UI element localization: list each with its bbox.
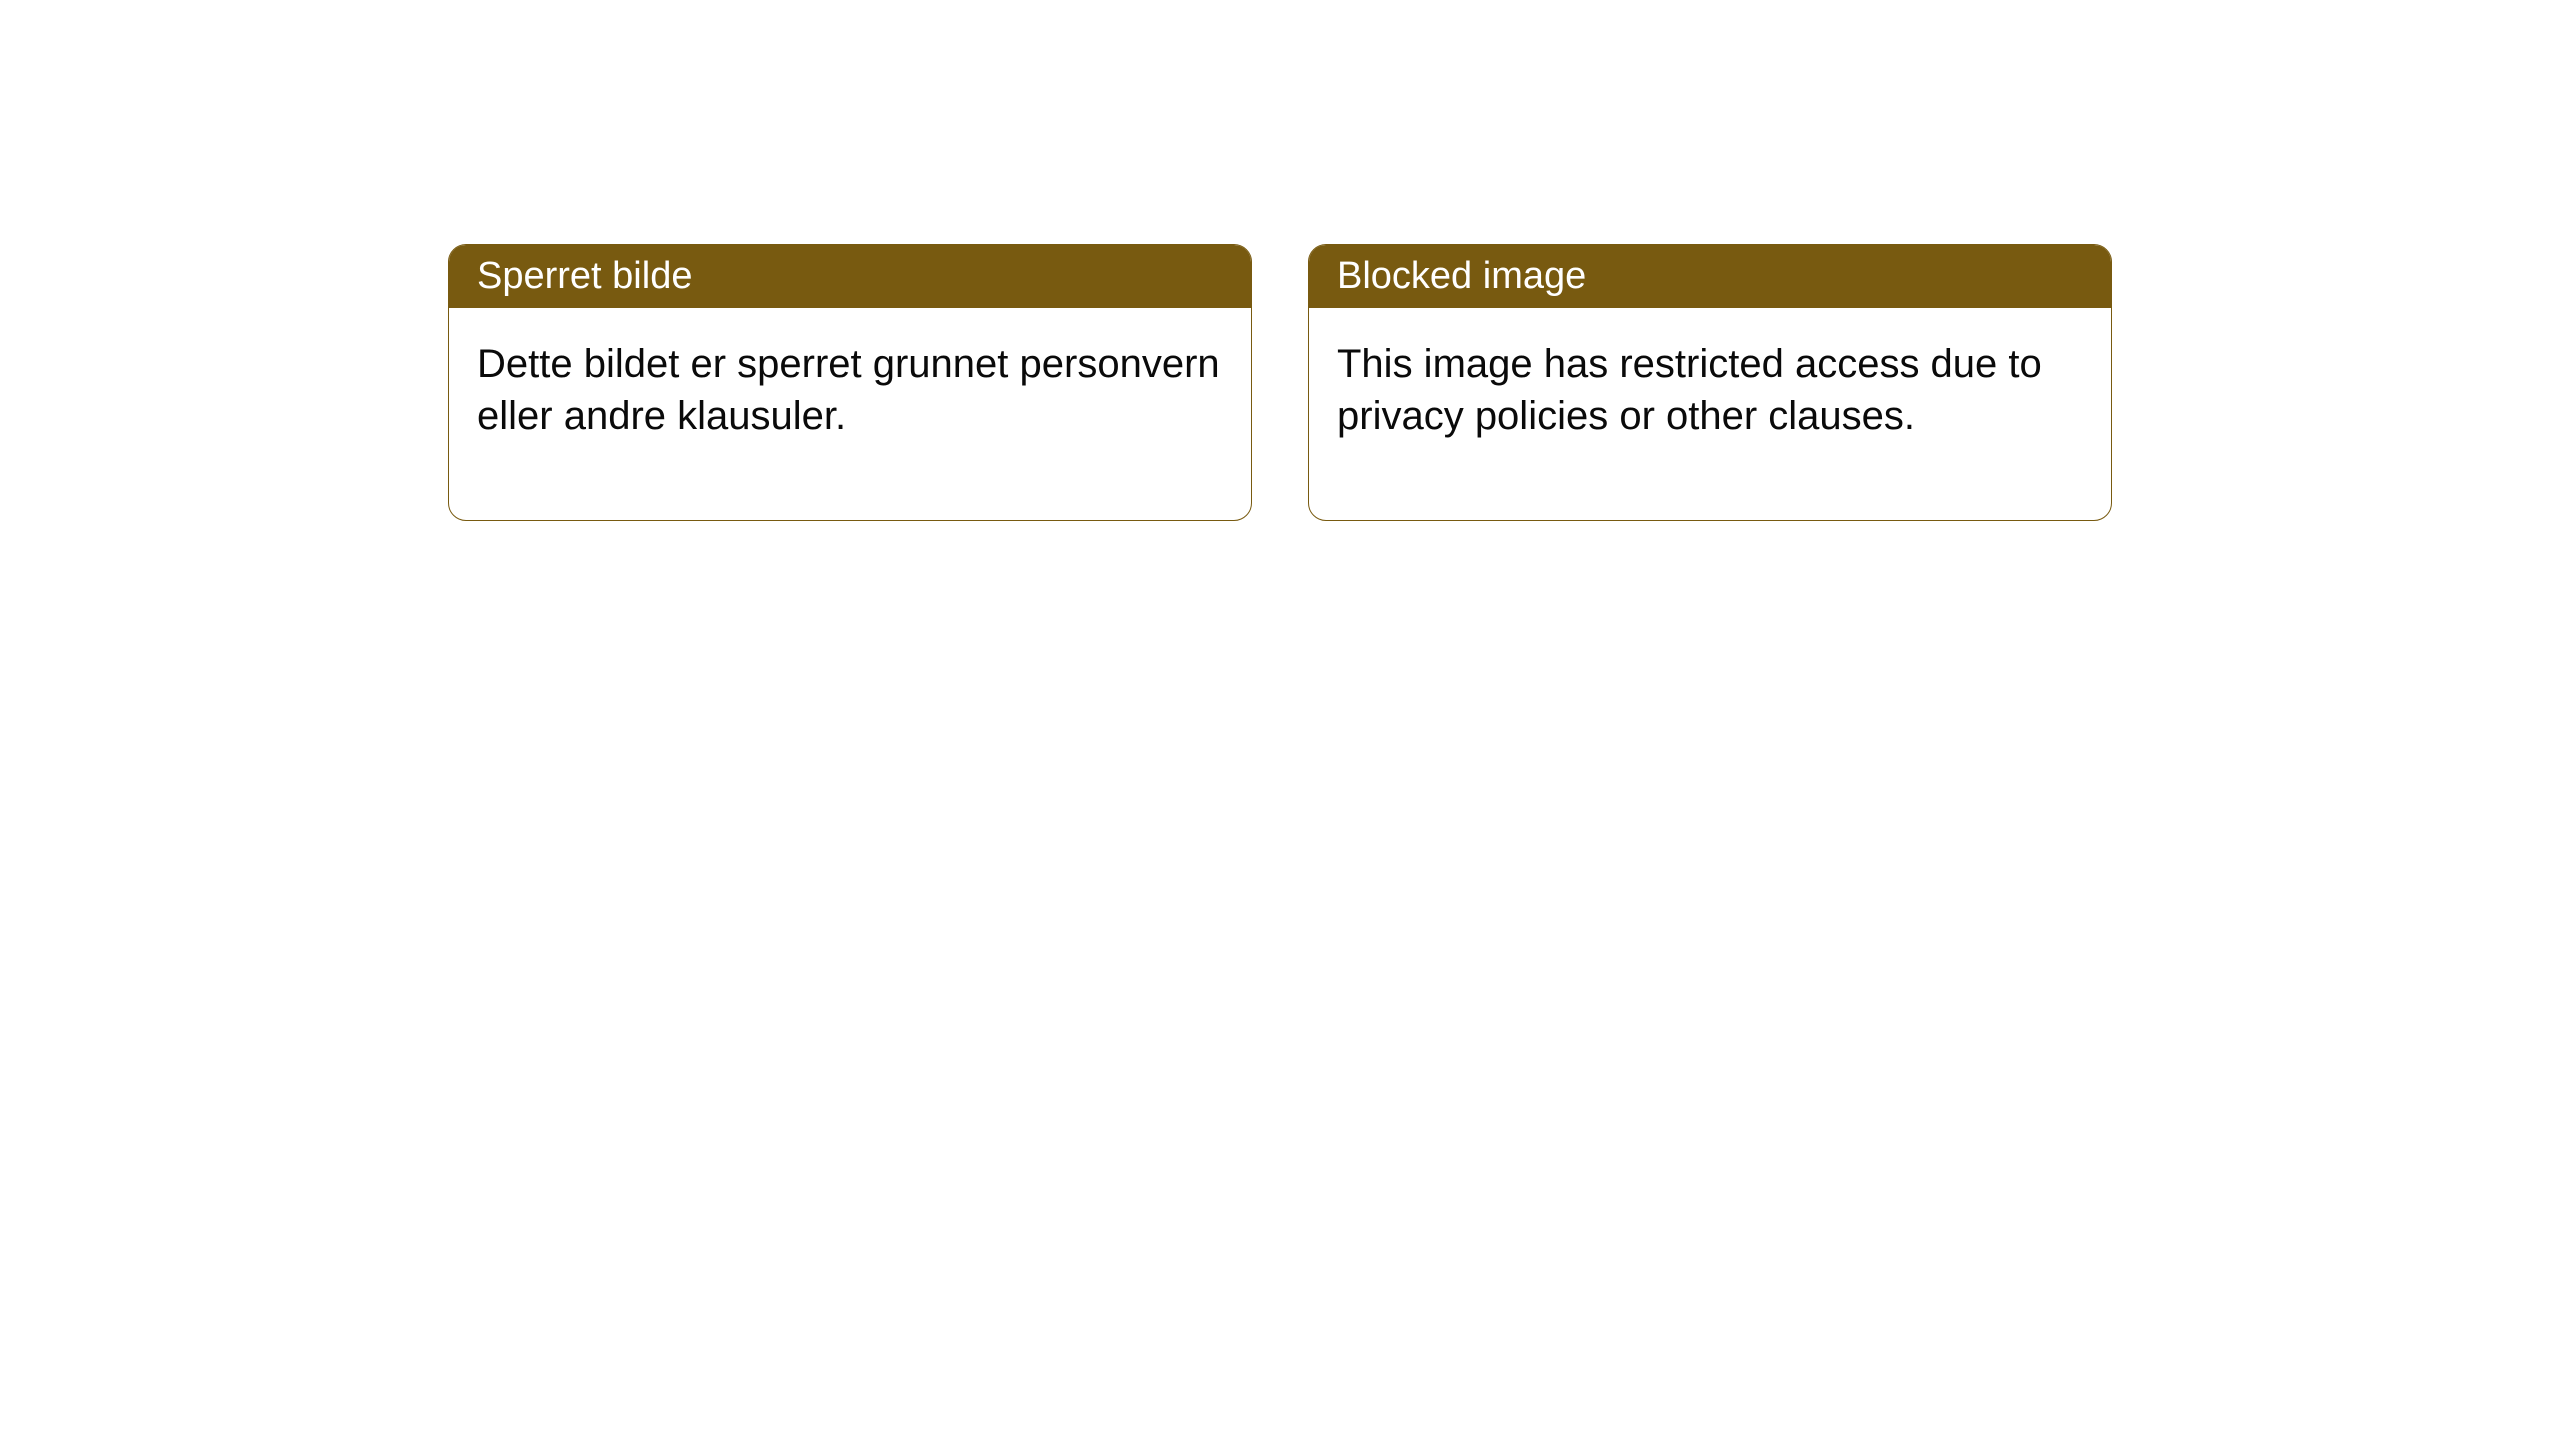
- notice-body: Dette bildet er sperret grunnet personve…: [449, 308, 1251, 520]
- notice-cards-container: Sperret bilde Dette bildet er sperret gr…: [448, 244, 2112, 521]
- notice-card-norwegian: Sperret bilde Dette bildet er sperret gr…: [448, 244, 1252, 521]
- notice-card-english: Blocked image This image has restricted …: [1308, 244, 2112, 521]
- notice-body: This image has restricted access due to …: [1309, 308, 2111, 520]
- notice-header: Sperret bilde: [449, 245, 1251, 308]
- notice-header: Blocked image: [1309, 245, 2111, 308]
